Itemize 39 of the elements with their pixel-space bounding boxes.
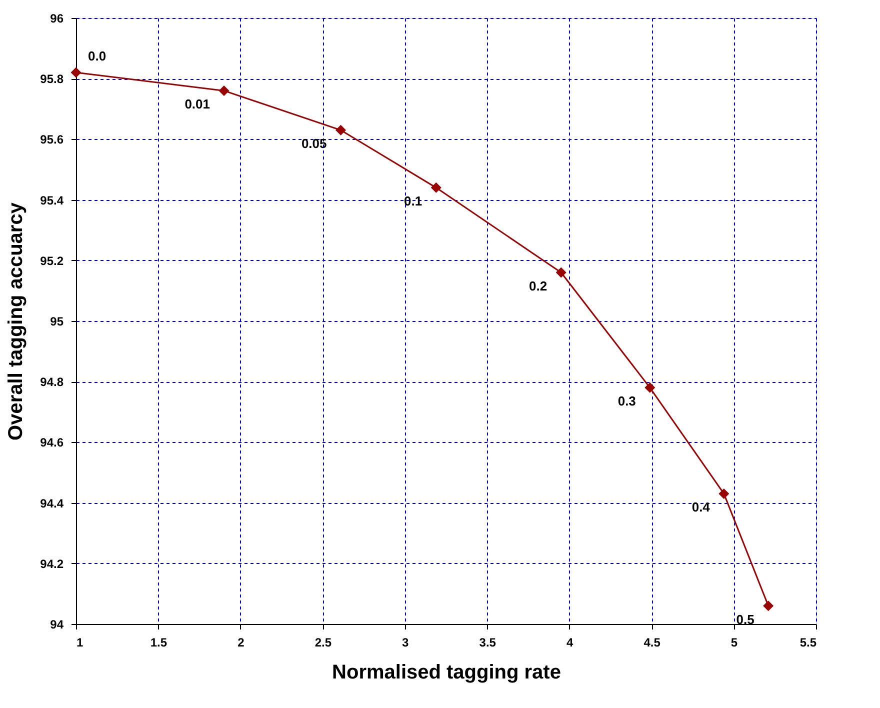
y-axis-title: Overall tagging accuarcy	[5, 202, 28, 440]
y-tick-label: 94.8	[40, 375, 64, 390]
point	[718, 488, 730, 499]
y-tick-label: 95.6	[40, 132, 64, 147]
x-axis-title: Normalised tagging rate	[332, 662, 561, 684]
y-tick-label: 94.4	[40, 496, 64, 510]
y-tick-label: 94.2	[40, 556, 64, 571]
point	[556, 267, 566, 278]
point	[336, 124, 346, 136]
y-tick-label: 95.8	[40, 72, 64, 86]
y-tick-label: 95.2	[40, 254, 64, 268]
x-tick-label: 4	[566, 636, 574, 650]
point	[218, 85, 230, 96]
y-tick-label: 94	[50, 618, 64, 632]
point	[70, 67, 82, 78]
x-tick-label: 2.5	[314, 636, 332, 650]
x-tick-label: 5.5	[800, 636, 817, 650]
x-tick-label: 4.5	[644, 636, 661, 650]
annotation: 0.4	[692, 500, 711, 515]
x-tick-label: 5	[730, 636, 738, 650]
annotation: 0.2	[529, 278, 548, 294]
y-tick-label: 95	[50, 314, 64, 328]
x-tick-label: 2	[238, 636, 245, 650]
annotation: 0.0	[88, 48, 106, 64]
y-tick-label: 94.6	[40, 436, 64, 450]
annotation: 0.01	[184, 96, 210, 112]
point	[644, 382, 656, 393]
x-tick-label: 1.5	[150, 636, 168, 650]
x-tick-label: 3	[402, 636, 410, 650]
annotation: 0.05	[301, 136, 327, 152]
annotation: 0.1	[404, 194, 422, 209]
point	[763, 600, 774, 612]
annotation: 0.5	[736, 612, 754, 627]
annotation: 0.3	[618, 394, 636, 409]
y-tick-label: 95.4	[40, 193, 64, 208]
point	[430, 182, 442, 193]
y-tick-label: 96	[50, 12, 64, 26]
x-tick-label: 1	[76, 636, 84, 650]
x-tick-label: 3.5	[479, 636, 496, 650]
